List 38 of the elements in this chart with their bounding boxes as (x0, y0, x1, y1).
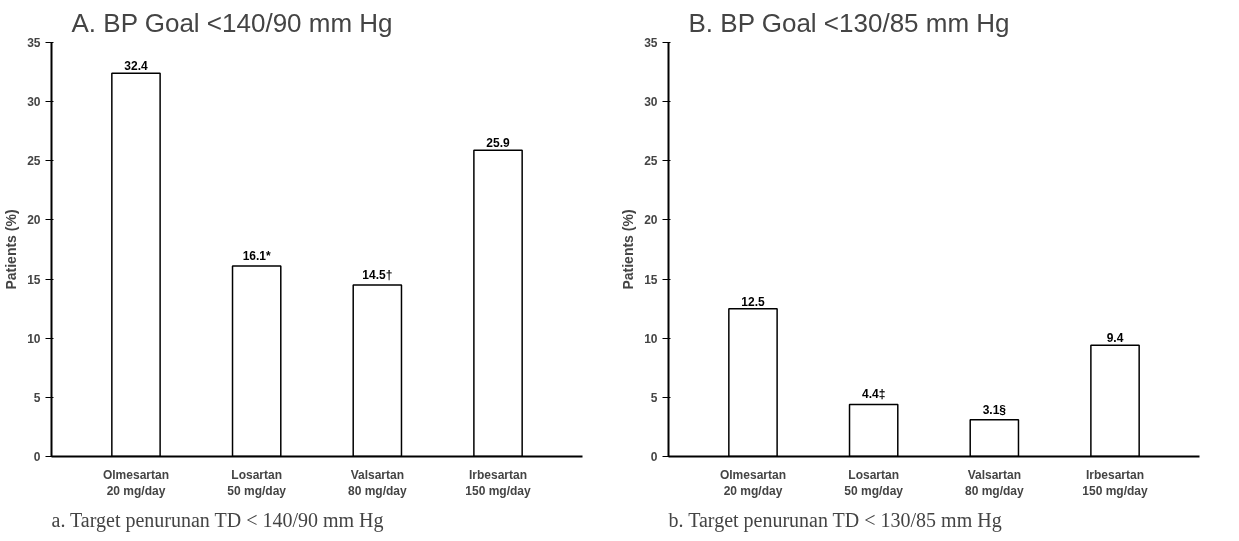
y-axis-title: Patients (%) (620, 209, 637, 290)
y-tick-label: 15 (644, 272, 658, 287)
data-label: 16.1* (242, 249, 271, 264)
chart-title: A. BP Goal <140/90 mm Hg (71, 7, 393, 38)
y-tick-label: 30 (27, 95, 41, 110)
x-tick-label: Irbesartan 150 mg/day (465, 467, 532, 499)
text: a. Target penurunan TD < 140/90 mm Hg (51, 508, 384, 532)
x-tick-label: Losartan 50 mg/day (844, 467, 904, 499)
y-tick-label: 10 (644, 331, 658, 346)
y-tick-label: 0 (650, 450, 658, 464)
y-tick-label: 20 (644, 213, 658, 228)
data-label: 25.9 (486, 136, 511, 151)
x-tick-label: Losartan 50 mg/day (227, 467, 287, 499)
y-tick-label: 5 (650, 390, 658, 405)
chart-title: B. BP Goal <130/85 mm Hg (688, 7, 1010, 38)
y-tick-label: 35 (644, 36, 658, 50)
y-tick-label: 0 (33, 450, 41, 464)
data-label: 12.5 (741, 294, 765, 309)
x-tick-label: Irbesartan 150 mg/day (1082, 467, 1149, 499)
x-tick-label: Valsartan 80 mg/day (964, 467, 1025, 499)
y-tick-label: 5 (33, 390, 41, 405)
text: b. Target penurunan TD < 130/85 mm Hg (668, 508, 1002, 532)
y-axis-title: Patients (%) (3, 209, 20, 290)
y-tick-label: 10 (27, 331, 41, 346)
x-tick-label: Olmesartan 20 mg/day (102, 467, 169, 499)
data-label: 9.4 (1106, 331, 1124, 346)
data-label: 3.1§ (982, 402, 1007, 417)
y-tick-label: 30 (644, 95, 658, 110)
y-tick-label: 25 (27, 154, 41, 169)
y-tick-label: 20 (27, 213, 41, 228)
y-tick-label: 15 (27, 272, 41, 287)
data-label: 32.4 (124, 59, 148, 74)
x-tick-label: Olmesartan 20 mg/day (719, 467, 786, 499)
data-label: 14.5† (362, 267, 393, 282)
x-tick-label: Valsartan 80 mg/day (347, 467, 408, 499)
y-tick-label: 35 (27, 36, 41, 50)
y-tick-label: 25 (644, 154, 658, 169)
data-label: 4.4‡ (861, 387, 886, 402)
